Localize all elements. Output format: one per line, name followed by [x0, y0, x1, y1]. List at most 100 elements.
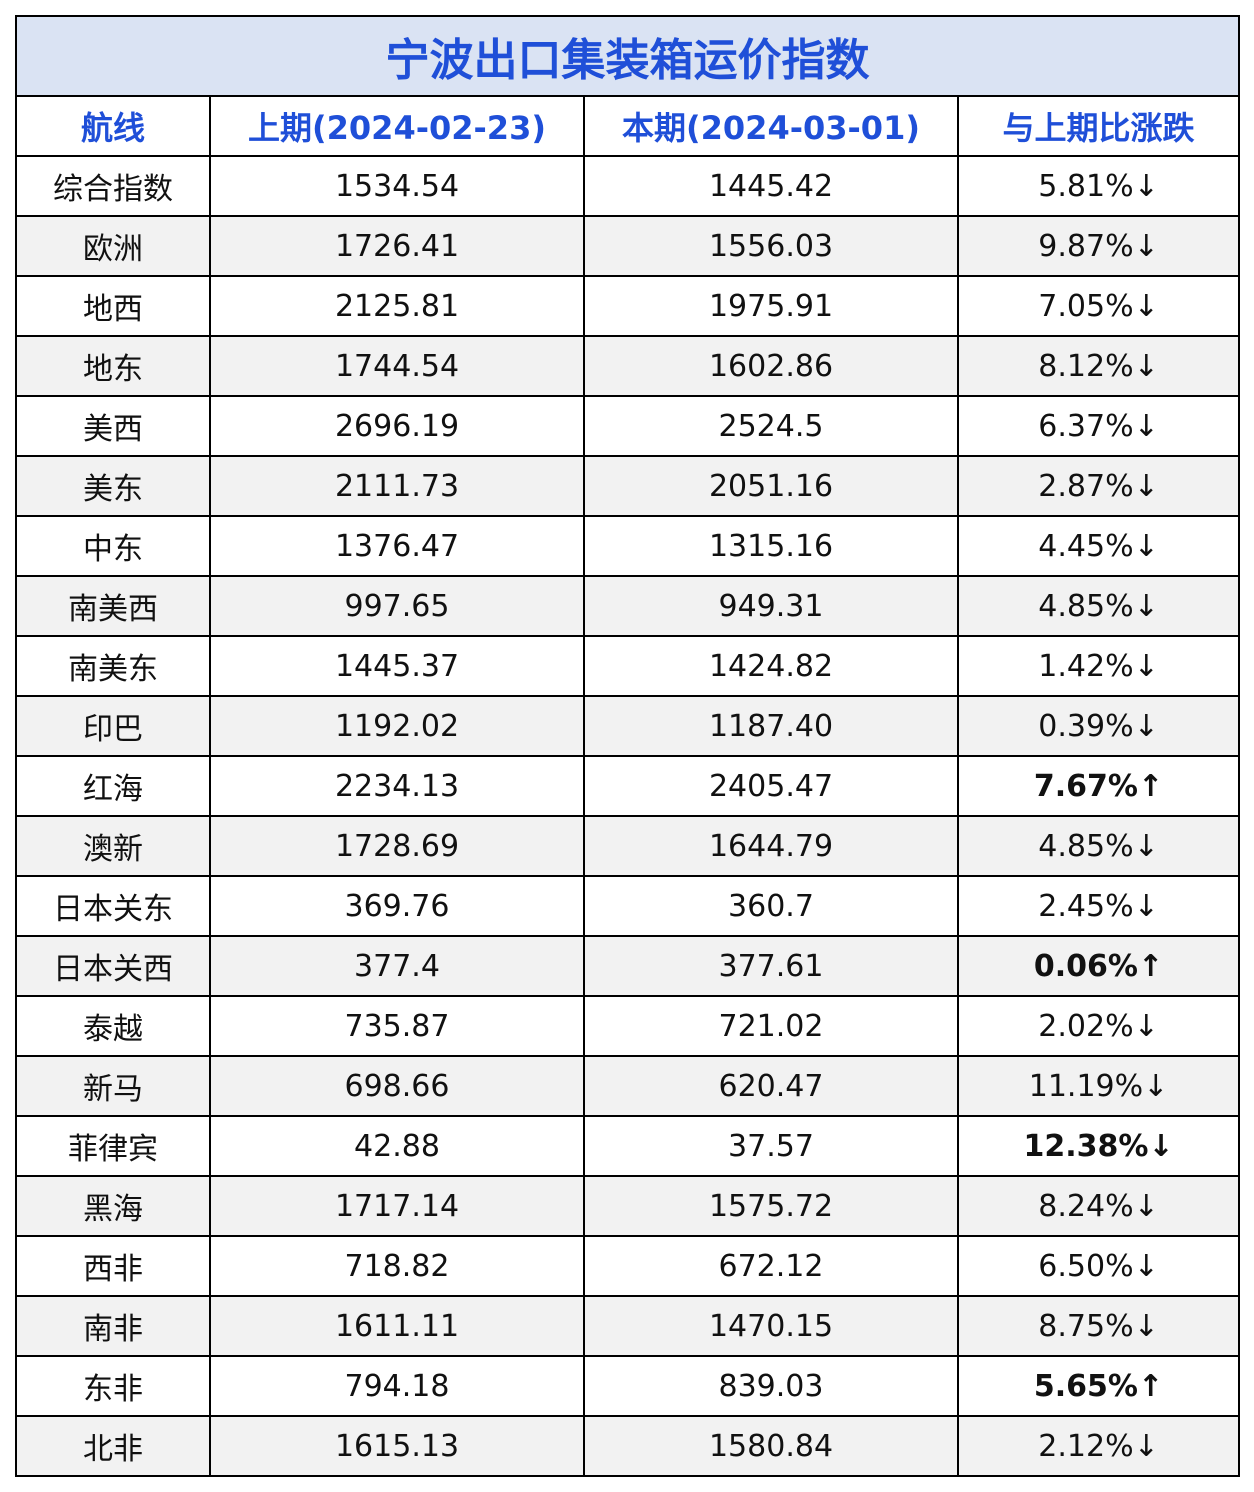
table-row: 美西 2696.19 2524.5 6.37%↓	[15, 395, 1240, 457]
route-cell: 美东	[15, 455, 211, 517]
table-row: 地东 1744.54 1602.86 8.12%↓	[15, 335, 1240, 397]
change-cell: 7.67%↑	[957, 755, 1240, 817]
table-row: 北非 1615.13 1580.84 2.12%↓	[15, 1415, 1240, 1477]
current-value-cell: 620.47	[583, 1055, 959, 1117]
change-cell: 9.87%↓	[957, 215, 1240, 277]
change-cell: 2.45%↓	[957, 875, 1240, 937]
change-cell: 6.37%↓	[957, 395, 1240, 457]
current-value-cell: 1644.79	[583, 815, 959, 877]
change-cell: 2.12%↓	[957, 1415, 1240, 1477]
change-cell: 0.06%↑	[957, 935, 1240, 997]
current-value-cell: 1580.84	[583, 1415, 959, 1477]
route-cell: 综合指数	[15, 155, 211, 217]
previous-value-cell: 794.18	[209, 1355, 585, 1417]
table-row: 西非 718.82 672.12 6.50%↓	[15, 1235, 1240, 1297]
current-value-cell: 37.57	[583, 1115, 959, 1177]
header-route: 航线	[15, 95, 211, 157]
current-value-cell: 377.61	[583, 935, 959, 997]
route-cell: 北非	[15, 1415, 211, 1477]
table-row: 南美西 997.65 949.31 4.85%↓	[15, 575, 1240, 637]
table-row: 地西 2125.81 1975.91 7.05%↓	[15, 275, 1240, 337]
previous-value-cell: 1534.54	[209, 155, 585, 217]
previous-value-cell: 1445.37	[209, 635, 585, 697]
current-value-cell: 721.02	[583, 995, 959, 1057]
route-cell: 南美东	[15, 635, 211, 697]
previous-value-cell: 377.4	[209, 935, 585, 997]
previous-value-cell: 1744.54	[209, 335, 585, 397]
route-cell: 菲律宾	[15, 1115, 211, 1177]
table-row: 印巴 1192.02 1187.40 0.39%↓	[15, 695, 1240, 757]
previous-value-cell: 1192.02	[209, 695, 585, 757]
route-cell: 西非	[15, 1235, 211, 1297]
route-cell: 日本关西	[15, 935, 211, 997]
previous-value-cell: 1615.13	[209, 1415, 585, 1477]
change-cell: 11.19%↓	[957, 1055, 1240, 1117]
route-cell: 地西	[15, 275, 211, 337]
table-title: 宁波出口集装箱运价指数	[15, 15, 1240, 97]
previous-value-cell: 2125.81	[209, 275, 585, 337]
change-cell: 8.75%↓	[957, 1295, 1240, 1357]
table-row: 综合指数 1534.54 1445.42 5.81%↓	[15, 155, 1240, 217]
route-cell: 日本关东	[15, 875, 211, 937]
route-cell: 东非	[15, 1355, 211, 1417]
table-row: 日本关东 369.76 360.7 2.45%↓	[15, 875, 1240, 937]
change-cell: 8.24%↓	[957, 1175, 1240, 1237]
change-cell: 6.50%↓	[957, 1235, 1240, 1297]
change-cell: 7.05%↓	[957, 275, 1240, 337]
table-row: 南美东 1445.37 1424.82 1.42%↓	[15, 635, 1240, 697]
current-value-cell: 1975.91	[583, 275, 959, 337]
route-cell: 泰越	[15, 995, 211, 1057]
route-cell: 红海	[15, 755, 211, 817]
freight-index-table: 宁波出口集装箱运价指数 航线 上期(2024-02-23) 本期(2024-03…	[15, 15, 1240, 1477]
change-cell: 2.87%↓	[957, 455, 1240, 517]
table-row: 美东 2111.73 2051.16 2.87%↓	[15, 455, 1240, 517]
previous-value-cell: 1726.41	[209, 215, 585, 277]
route-cell: 南美西	[15, 575, 211, 637]
change-cell: 4.45%↓	[957, 515, 1240, 577]
change-cell: 12.38%↓	[957, 1115, 1240, 1177]
table-row: 欧洲 1726.41 1556.03 9.87%↓	[15, 215, 1240, 277]
change-cell: 5.65%↑	[957, 1355, 1240, 1417]
current-value-cell: 1315.16	[583, 515, 959, 577]
change-cell: 1.42%↓	[957, 635, 1240, 697]
current-value-cell: 839.03	[583, 1355, 959, 1417]
current-value-cell: 672.12	[583, 1235, 959, 1297]
route-cell: 欧洲	[15, 215, 211, 277]
route-cell: 美西	[15, 395, 211, 457]
table-row: 澳新 1728.69 1644.79 4.85%↓	[15, 815, 1240, 877]
previous-value-cell: 1728.69	[209, 815, 585, 877]
change-cell: 0.39%↓	[957, 695, 1240, 757]
route-cell: 印巴	[15, 695, 211, 757]
change-cell: 4.85%↓	[957, 815, 1240, 877]
table-row: 新马 698.66 620.47 11.19%↓	[15, 1055, 1240, 1117]
table-row: 中东 1376.47 1315.16 4.45%↓	[15, 515, 1240, 577]
current-value-cell: 1575.72	[583, 1175, 959, 1237]
previous-value-cell: 2234.13	[209, 755, 585, 817]
route-cell: 地东	[15, 335, 211, 397]
previous-value-cell: 2111.73	[209, 455, 585, 517]
current-value-cell: 360.7	[583, 875, 959, 937]
table-row: 日本关西 377.4 377.61 0.06%↑	[15, 935, 1240, 997]
route-cell: 新马	[15, 1055, 211, 1117]
change-cell: 2.02%↓	[957, 995, 1240, 1057]
current-value-cell: 1556.03	[583, 215, 959, 277]
previous-value-cell: 1376.47	[209, 515, 585, 577]
current-value-cell: 1445.42	[583, 155, 959, 217]
route-cell: 中东	[15, 515, 211, 577]
route-cell: 黑海	[15, 1175, 211, 1237]
previous-value-cell: 42.88	[209, 1115, 585, 1177]
change-cell: 8.12%↓	[957, 335, 1240, 397]
header-current-period: 本期(2024-03-01)	[583, 95, 959, 157]
change-cell: 4.85%↓	[957, 575, 1240, 637]
header-row: 航线 上期(2024-02-23) 本期(2024-03-01) 与上期比涨跌	[15, 95, 1240, 157]
previous-value-cell: 735.87	[209, 995, 585, 1057]
current-value-cell: 949.31	[583, 575, 959, 637]
current-value-cell: 2524.5	[583, 395, 959, 457]
current-value-cell: 1470.15	[583, 1295, 959, 1357]
freight-index-table-container: 宁波出口集装箱运价指数 航线 上期(2024-02-23) 本期(2024-03…	[15, 15, 1240, 1477]
table-row: 菲律宾 42.88 37.57 12.38%↓	[15, 1115, 1240, 1177]
change-cell: 5.81%↓	[957, 155, 1240, 217]
previous-value-cell: 718.82	[209, 1235, 585, 1297]
table-body: 综合指数 1534.54 1445.42 5.81%↓ 欧洲 1726.41 1556.03…	[15, 155, 1240, 1477]
current-value-cell: 1602.86	[583, 335, 959, 397]
